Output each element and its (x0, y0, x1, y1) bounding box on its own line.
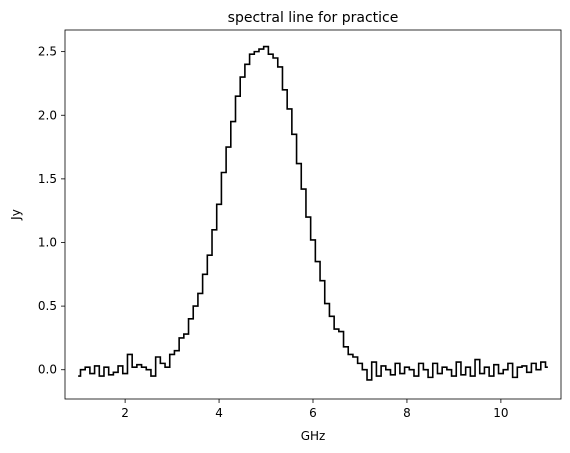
x-axis-label: GHz (301, 429, 326, 443)
series-line (78, 45, 548, 381)
series-layer (78, 45, 548, 381)
y-tick-label: 0.5 (38, 299, 57, 313)
x-tick-label: 10 (493, 406, 508, 420)
y-tick-label: 1.5 (38, 172, 57, 186)
plot-background (65, 30, 561, 399)
y-tick-label: 0.0 (38, 363, 57, 377)
x-tick-label: 8 (403, 406, 411, 420)
y-tick-label: 2.0 (38, 108, 57, 122)
x-tick-label: 6 (309, 406, 317, 420)
y-tick-label: 2.5 (38, 45, 57, 59)
y-axis-label: Jy (9, 209, 23, 221)
y-axis: 0.0 0.5 1.0 1.5 2.0 2.5 (38, 45, 65, 377)
x-tick-label: 2 (121, 406, 129, 420)
x-axis: 2 4 6 8 10 (121, 399, 509, 420)
chart-title: spectral line for practice (228, 10, 399, 26)
y-tick-label: 1.0 (38, 235, 57, 249)
x-tick-label: 4 (215, 406, 223, 420)
